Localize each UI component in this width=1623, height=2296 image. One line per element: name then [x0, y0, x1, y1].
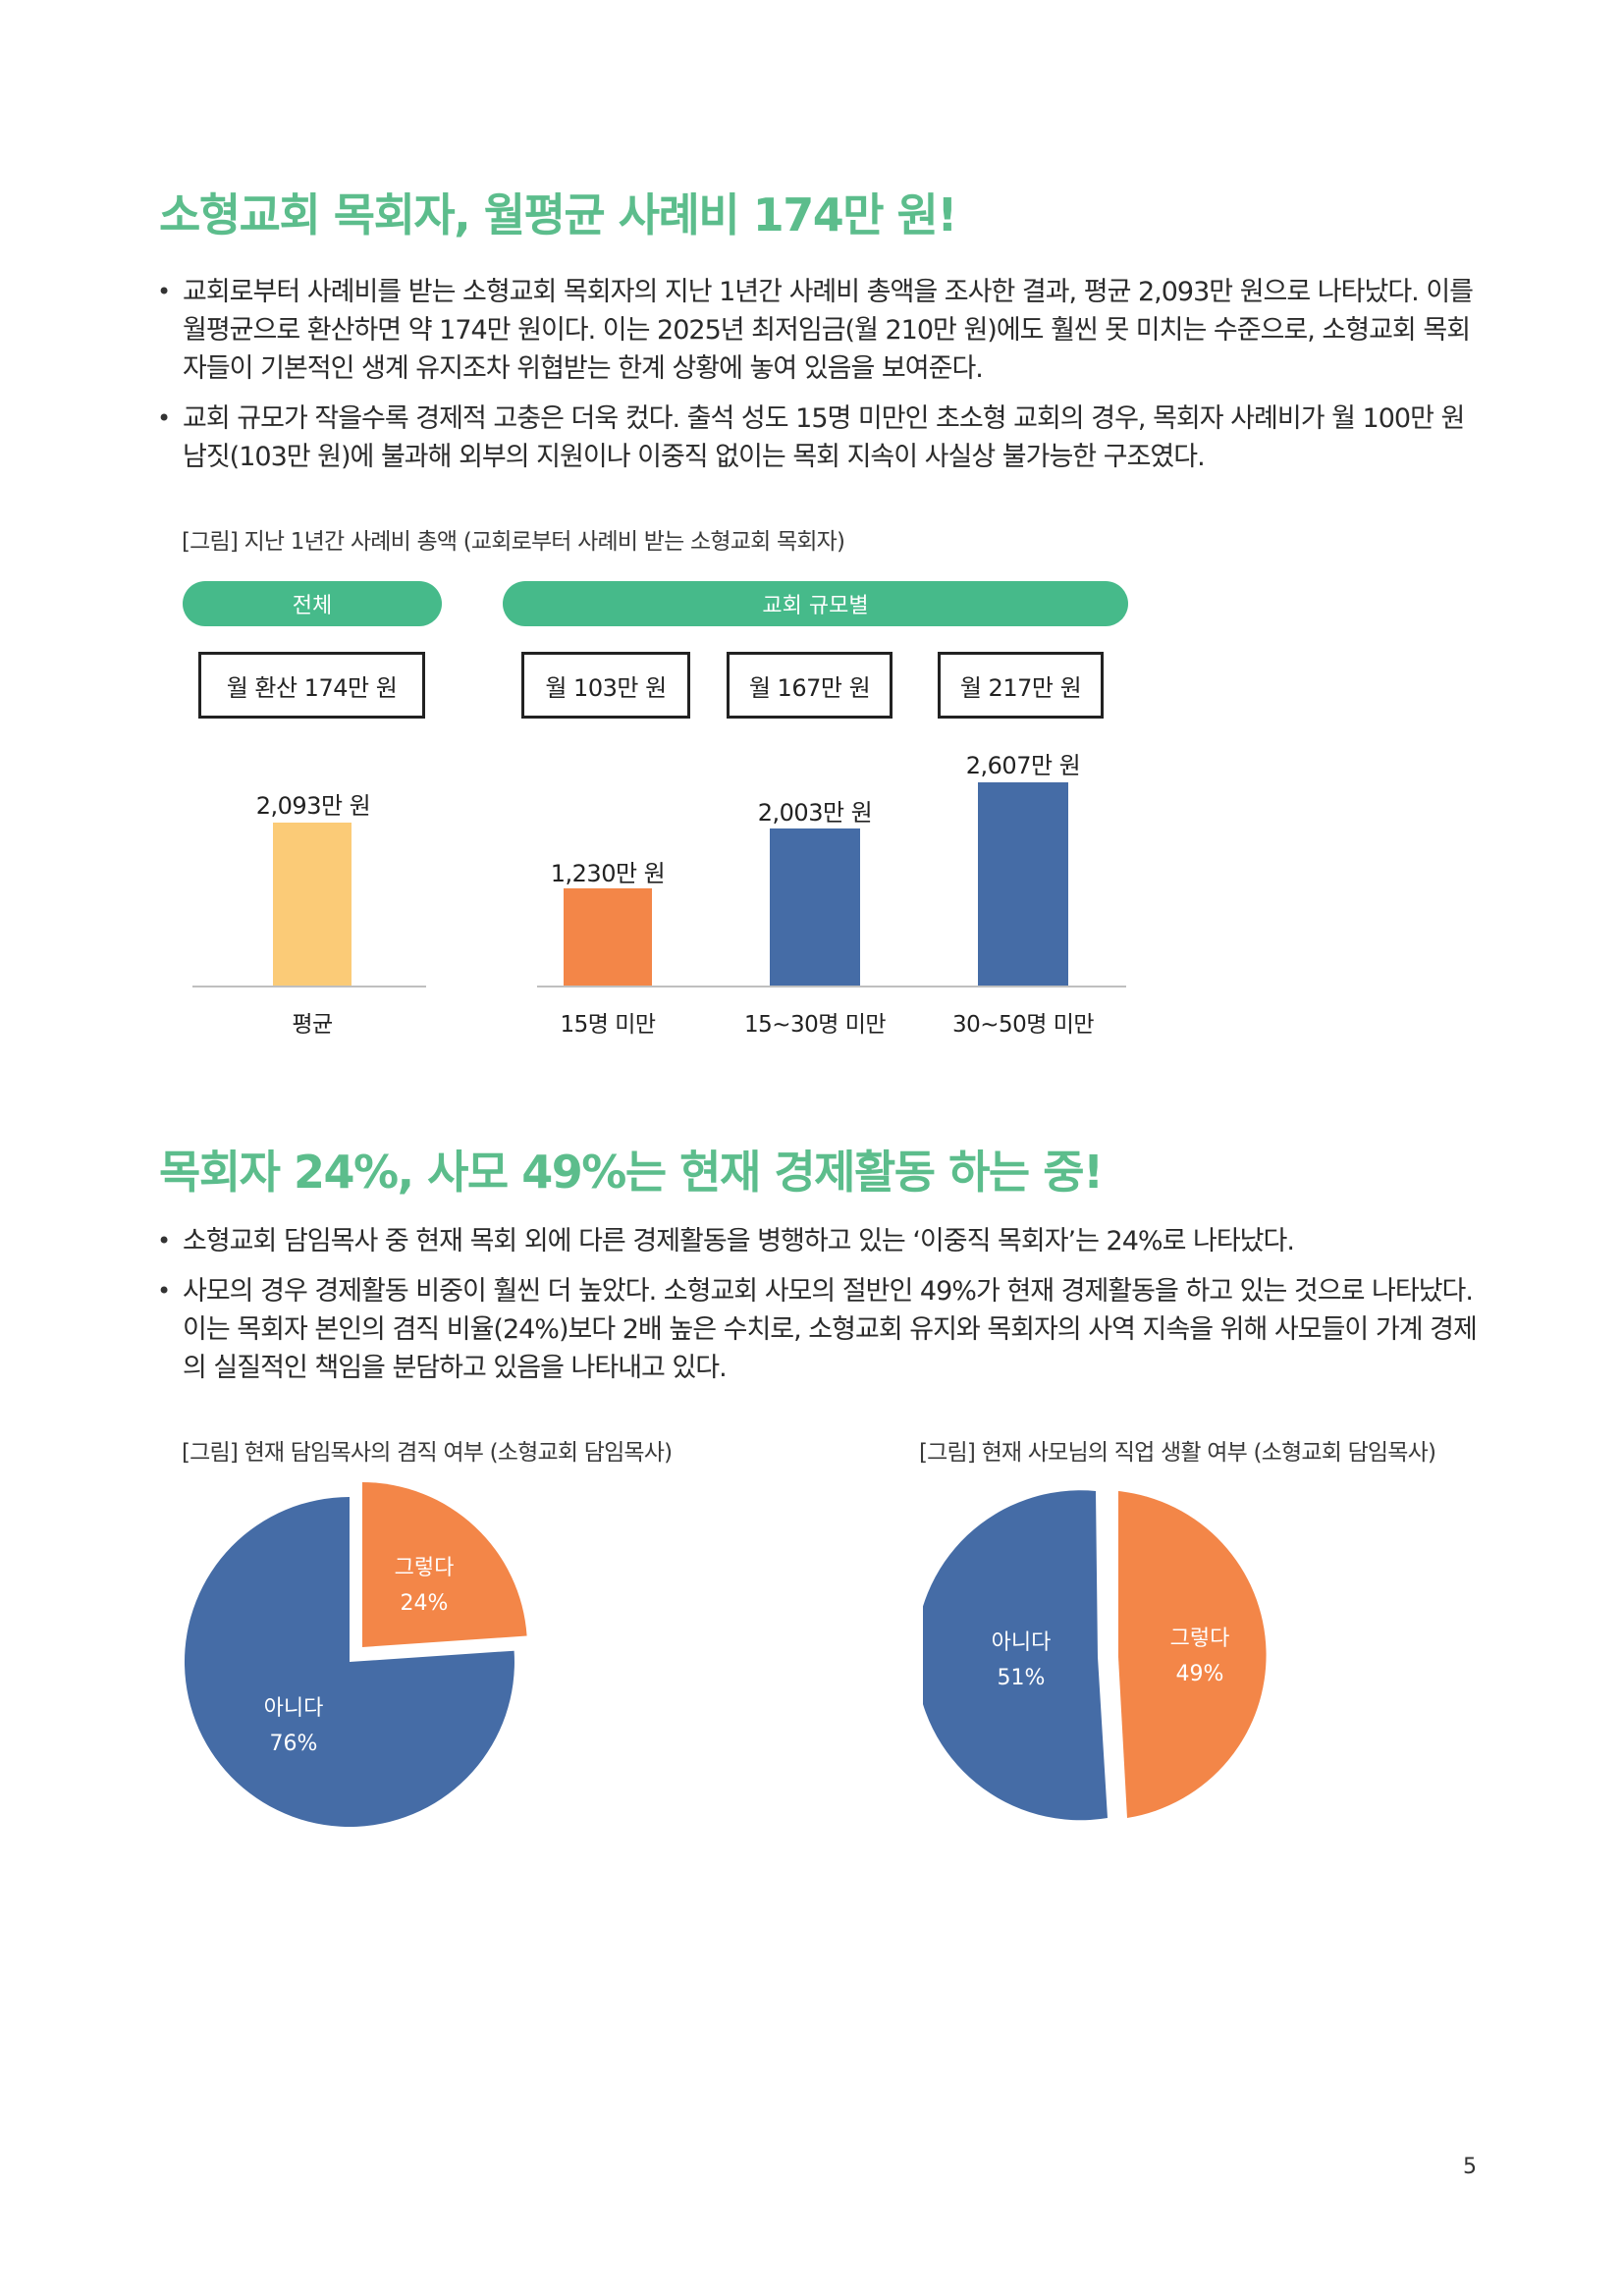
- axis-baseline-total: [192, 986, 426, 988]
- bar-under15: [564, 888, 652, 987]
- figure-caption-wife-employment: [그림] 현재 사모님의 직업 생활 여부 (소형교회 담임목사): [919, 1440, 1436, 1466]
- pie-slice-no: [923, 1490, 1108, 1821]
- pie2-yes-label: 그렇다 49%: [1169, 1627, 1230, 1686]
- monthly-box-average: 월 환산 174만 원: [198, 652, 425, 719]
- pie-slice-yes: [1118, 1491, 1267, 1818]
- bullet-item: 사모의 경우 경제활동 비중이 훨씬 더 높았다. 소형교회 사모의 절반인 4…: [155, 1272, 1490, 1387]
- category-label-30to50: 30~50명 미만: [951, 1012, 1095, 1038]
- bar-average-fill: [273, 823, 352, 987]
- category-label-under15: 15명 미만: [560, 1012, 656, 1038]
- bar-value-30to50: 2,607만 원: [965, 752, 1081, 779]
- pie1-no-label: 아니다 76%: [263, 1696, 324, 1756]
- bar-value-average: 2,093만 원: [255, 792, 371, 820]
- pie1-yes-label: 그렇다 24%: [394, 1556, 455, 1616]
- bar-30to50: [978, 782, 1068, 987]
- figure-caption-salary: [그림] 지난 1년간 사례비 총액 (교회로부터 사례비 받는 소형교회 목회…: [182, 529, 845, 555]
- monthly-box-30to50: 월 217만 원: [938, 652, 1104, 719]
- group-pill-by-size: 교회 규모별: [503, 581, 1128, 626]
- category-label-15to30: 15~30명 미만: [743, 1012, 887, 1038]
- pie2-no-label: 아니다 51%: [991, 1630, 1052, 1690]
- dual-job-bullet-list: 소형교회 담임목사 중 현재 목회 외에 다른 경제활동을 병행하고 있는 ‘이…: [155, 1222, 1490, 1399]
- category-label-average: 평균: [292, 1012, 333, 1038]
- pie-chart-wife-employment: [923, 1490, 1267, 1821]
- bullet-item: 소형교회 담임목사 중 현재 목회 외에 다른 경제활동을 병행하고 있는 ‘이…: [155, 1222, 1490, 1260]
- bullet-item: 교회로부터 사례비를 받는 소형교회 목회자의 지난 1년간 사례비 총액을 조…: [155, 273, 1490, 388]
- pie-chart-pastor-dual-job: [184, 1482, 527, 1827]
- bar-value-15to30: 2,003만 원: [757, 799, 873, 827]
- bar-15to30: [770, 828, 860, 987]
- bullet-item: 교회 규모가 작을수록 경제적 고충은 더욱 컸다. 출석 성도 15명 미만인…: [155, 400, 1490, 476]
- figure-caption-pastor-dual-job: [그림] 현재 담임목사의 겸직 여부 (소형교회 담임목사): [182, 1440, 673, 1466]
- bar-value-under15: 1,230만 원: [550, 860, 666, 887]
- group-pill-total: 전체: [183, 581, 442, 626]
- monthly-box-under15: 월 103만 원: [521, 652, 690, 719]
- section-title-dual-job: 목회자 24%, 사모 49%는 현재 경제활동 하는 중!: [159, 1146, 1104, 1199]
- pie-slice-yes: [362, 1482, 527, 1647]
- salary-bullet-list: 교회로부터 사례비를 받는 소형교회 목회자의 지난 1년간 사례비 총액을 조…: [155, 273, 1490, 488]
- monthly-box-15to30: 월 167만 원: [727, 652, 893, 719]
- page-number: 5: [1463, 2155, 1477, 2179]
- section-title-salary: 소형교회 목회자, 월평균 사례비 174만 원!: [159, 188, 957, 241]
- pie-slice-no: [184, 1497, 514, 1827]
- axis-baseline-by-size: [537, 986, 1126, 988]
